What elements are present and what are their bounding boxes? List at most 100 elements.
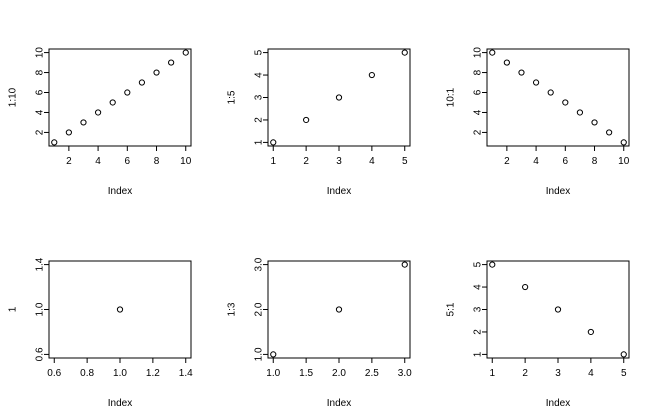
data-point	[109, 99, 116, 106]
y-axis-label: 1	[8, 306, 19, 312]
x-tick-label: 1.0	[266, 368, 280, 379]
data-point	[168, 59, 175, 66]
x-tick-label: 2	[303, 156, 309, 167]
y-tick-label: 6	[473, 89, 484, 95]
y-axis-label: 1:3	[227, 302, 238, 316]
x-tick-label: 3	[336, 156, 342, 167]
data-point	[368, 71, 375, 79]
x-tick-label: 1	[270, 156, 276, 167]
x-tick-label: 3	[555, 368, 561, 379]
x-tick-label: 4	[369, 156, 375, 167]
y-tick-label: 1	[254, 139, 265, 145]
x-tick-label: 6	[563, 156, 569, 167]
scatter-panel: 1.0 1.5 2.0 2.5 3.0 1.0 2.0 3.0 Index 1:3	[227, 257, 413, 409]
y-tick-label: 2	[473, 329, 484, 335]
x-tick-label: 1	[489, 368, 495, 379]
data-point	[532, 79, 540, 86]
data-point	[587, 328, 594, 336]
data-point	[51, 139, 58, 146]
data-point	[116, 306, 124, 313]
data-point	[270, 351, 277, 358]
data-point	[576, 109, 584, 116]
data-point	[80, 119, 87, 126]
x-axis-label: Index	[327, 398, 351, 409]
data-point	[401, 261, 408, 268]
x-tick-label: 3.0	[398, 368, 412, 379]
data-point	[547, 89, 554, 96]
data-point	[522, 283, 529, 291]
data-point	[335, 94, 343, 101]
scatter-panel: 2 4 6 8 10 2 4 6 8 10 Index 10:1	[446, 47, 630, 197]
x-axis-label: Index	[108, 186, 132, 197]
y-tick-label: 4	[35, 109, 46, 115]
y-tick-label: 4	[254, 72, 265, 78]
data-point	[270, 139, 277, 146]
x-tick-label: 1.4	[179, 368, 193, 379]
data-point	[489, 261, 496, 268]
x-tick-label: 2	[504, 156, 510, 167]
data-point	[401, 49, 408, 56]
data-point	[65, 129, 72, 136]
x-tick-label: 8	[154, 156, 160, 167]
y-tick-label: 3	[473, 306, 484, 312]
y-tick-label: 1.0	[35, 302, 46, 316]
x-tick-label: 8	[592, 156, 598, 167]
x-axis-label: Index	[327, 186, 351, 197]
plot-frame	[48, 260, 192, 359]
data-point	[606, 129, 613, 136]
x-tick-label: 2	[66, 156, 72, 167]
data-point	[554, 306, 562, 313]
x-tick-label: 5	[621, 368, 627, 379]
x-tick-label: 4	[588, 368, 594, 379]
x-tick-label: 2.5	[365, 368, 379, 379]
y-tick-label: 1.4	[35, 257, 46, 271]
x-axis-label: Index	[546, 398, 570, 409]
scatter-panel: 1 2 3 4 5 1 2 3 4 5 Index 5:1	[446, 260, 630, 409]
x-tick-label: 2.0	[332, 368, 346, 379]
x-tick-label: 10	[618, 156, 630, 167]
scatter-panel: 1 2 3 4 5 1 2 3 4 5 Index 1:5	[227, 48, 411, 197]
y-tick-label: 4	[473, 284, 484, 290]
x-tick-label: 2	[522, 368, 528, 379]
data-point	[303, 116, 310, 124]
y-axis-label: 10:1	[446, 87, 457, 107]
y-tick-label: 4	[473, 109, 484, 115]
x-tick-label: 4	[533, 156, 539, 167]
y-tick-label: 3	[254, 94, 265, 100]
y-tick-label: 2	[35, 129, 46, 135]
y-axis-label: 5:1	[446, 302, 457, 316]
y-tick-label: 5	[254, 49, 265, 55]
data-point	[335, 306, 343, 313]
y-tick-label: 6	[35, 89, 46, 95]
data-point	[94, 109, 102, 116]
data-point	[182, 49, 189, 56]
y-axis-label: 1:10	[8, 87, 19, 107]
y-tick-label: 10	[473, 47, 484, 59]
y-tick-label: 1.0	[254, 347, 265, 361]
x-tick-label: 4	[95, 156, 101, 167]
data-point	[138, 79, 146, 86]
y-tick-label: 2	[254, 117, 265, 123]
scatter-panel: 0.6 0.8 1.0 1.2 1.4 0.6 1.0 1.4 Index 1	[8, 257, 194, 409]
y-tick-label: 1	[473, 351, 484, 357]
data-point	[562, 99, 569, 106]
y-tick-label: 2.0	[254, 302, 265, 316]
y-tick-label: 0.6	[35, 347, 46, 361]
scatter-panel: 2 4 6 8 10 2 4 6 8 10 Index 1:10	[8, 47, 192, 197]
x-tick-label: 0.6	[47, 368, 61, 379]
x-tick-label: 5	[402, 156, 408, 167]
y-tick-label: 2	[473, 129, 484, 135]
y-tick-label: 10	[35, 47, 46, 59]
x-tick-label: 6	[125, 156, 131, 167]
data-point	[503, 59, 510, 66]
x-tick-label: 0.8	[80, 368, 94, 379]
plot-frame	[486, 48, 630, 147]
y-tick-label: 8	[35, 69, 46, 75]
x-tick-label: 1.0	[113, 368, 127, 379]
data-point	[518, 69, 525, 76]
data-point	[124, 89, 131, 96]
data-point	[153, 69, 160, 76]
x-axis-label: Index	[108, 398, 132, 409]
x-tick-label: 1.5	[299, 368, 313, 379]
x-tick-label: 1.2	[146, 368, 160, 379]
